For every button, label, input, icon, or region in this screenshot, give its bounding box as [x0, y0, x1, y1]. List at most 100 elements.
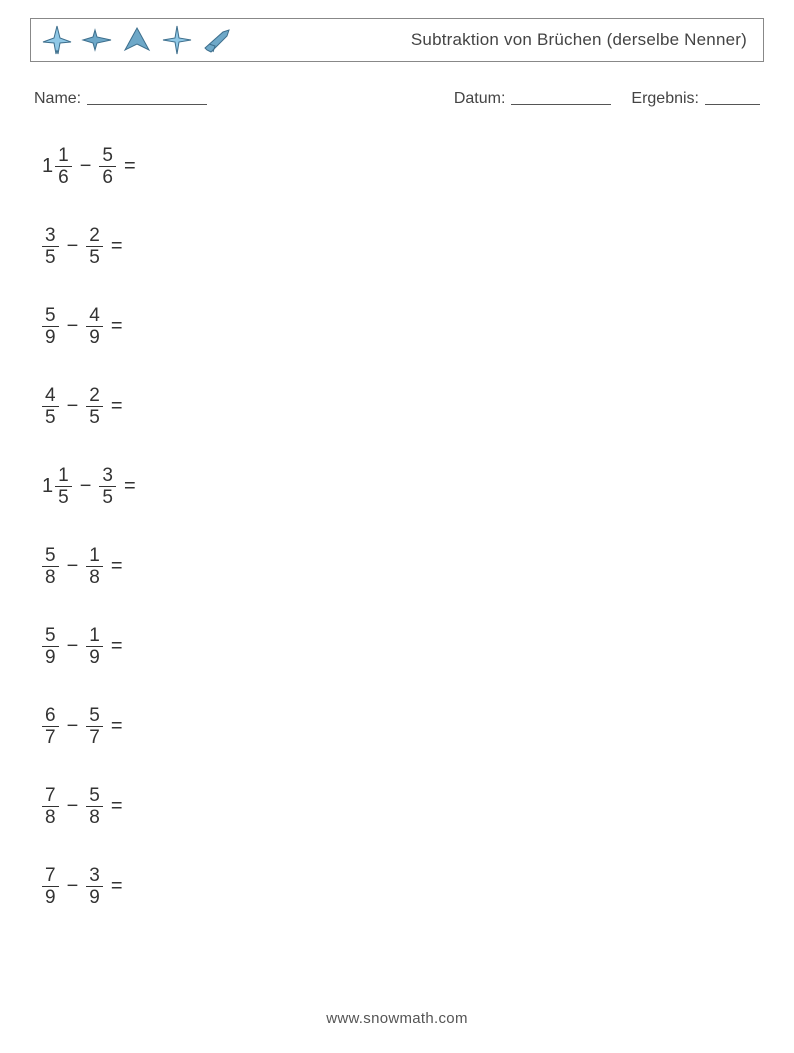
plane-icon [161, 24, 193, 56]
fraction: 25 [86, 226, 103, 267]
denominator: 5 [86, 248, 103, 267]
numerator: 3 [86, 866, 103, 885]
minus-operator: − [67, 875, 79, 898]
fraction: 45 [42, 386, 59, 427]
denominator: 9 [86, 648, 103, 667]
numerator: 5 [86, 786, 103, 805]
worksheet-title: Subtraktion von Brüchen (derselbe Nenner… [411, 30, 753, 50]
equals-sign: = [111, 315, 123, 338]
denominator: 7 [86, 728, 103, 747]
numerator: 5 [42, 546, 59, 565]
numerator: 3 [99, 466, 116, 485]
numerator: 2 [86, 386, 103, 405]
problem-row: 58−18= [42, 542, 764, 590]
denominator: 8 [42, 568, 59, 587]
fraction: 19 [86, 626, 103, 667]
minus-operator: − [67, 795, 79, 818]
numerator: 3 [42, 226, 59, 245]
header-icons [41, 24, 233, 56]
minus-operator: − [67, 315, 79, 338]
minus-operator: − [67, 395, 79, 418]
minus-operator: − [67, 715, 79, 738]
fraction: 67 [42, 706, 59, 747]
fraction: 59 [42, 626, 59, 667]
equals-sign: = [111, 715, 123, 738]
result-label: Ergebnis: [631, 90, 699, 108]
fraction: 49 [86, 306, 103, 347]
numerator: 1 [86, 546, 103, 565]
equals-sign: = [124, 155, 136, 178]
denominator: 9 [86, 328, 103, 347]
denominator: 6 [55, 168, 72, 187]
minus-operator: − [67, 635, 79, 658]
numerator: 1 [86, 626, 103, 645]
problem-row: 78−58= [42, 782, 764, 830]
denominator: 5 [42, 248, 59, 267]
name-label: Name: [34, 90, 81, 108]
footer-text: www.snowmath.com [0, 1010, 794, 1027]
minus-operator: − [80, 475, 92, 498]
denominator: 5 [42, 408, 59, 427]
whole-number: 1 [42, 475, 53, 498]
fraction: 39 [86, 866, 103, 907]
equals-sign: = [111, 875, 123, 898]
denominator: 8 [86, 568, 103, 587]
numerator: 1 [55, 466, 72, 485]
numerator: 5 [42, 626, 59, 645]
meta-row: Name: Datum: Ergebnis: [30, 90, 764, 108]
problem-row: 67−57= [42, 702, 764, 750]
numerator: 4 [86, 306, 103, 325]
fraction: 58 [86, 786, 103, 827]
worksheet-page: Subtraktion von Brüchen (derselbe Nenner… [0, 0, 794, 1053]
problem-row: 59−49= [42, 302, 764, 350]
fraction: 79 [42, 866, 59, 907]
denominator: 9 [86, 888, 103, 907]
equals-sign: = [111, 235, 123, 258]
equals-sign: = [124, 475, 136, 498]
date-label: Datum: [454, 90, 506, 108]
problem-row: 45−25= [42, 382, 764, 430]
denominator: 7 [42, 728, 59, 747]
whole-number: 1 [42, 155, 53, 178]
equals-sign: = [111, 795, 123, 818]
equals-sign: = [111, 635, 123, 658]
result-blank[interactable] [705, 90, 760, 105]
problems-list: 116−56=35−25=59−49=45−25=115−35=58−18=59… [30, 142, 764, 910]
problem-row: 35−25= [42, 222, 764, 270]
fraction: 16 [55, 146, 72, 187]
fraction: 35 [99, 466, 116, 507]
numerator: 7 [42, 786, 59, 805]
equals-sign: = [111, 555, 123, 578]
plane-icon [201, 24, 233, 56]
equals-sign: = [111, 395, 123, 418]
fraction: 15 [55, 466, 72, 507]
plane-icon [81, 24, 113, 56]
fraction: 57 [86, 706, 103, 747]
date-blank[interactable] [511, 90, 611, 105]
denominator: 6 [99, 168, 116, 187]
numerator: 7 [42, 866, 59, 885]
denominator: 5 [55, 488, 72, 507]
minus-operator: − [67, 235, 79, 258]
fraction: 58 [42, 546, 59, 587]
numerator: 5 [42, 306, 59, 325]
numerator: 5 [99, 146, 116, 165]
problem-row: 59−19= [42, 622, 764, 670]
header-banner: Subtraktion von Brüchen (derselbe Nenner… [30, 18, 764, 62]
plane-icon [41, 24, 73, 56]
problem-row: 116−56= [42, 142, 764, 190]
fraction: 35 [42, 226, 59, 267]
denominator: 5 [99, 488, 116, 507]
minus-operator: − [67, 555, 79, 578]
fraction: 25 [86, 386, 103, 427]
numerator: 5 [86, 706, 103, 725]
denominator: 9 [42, 648, 59, 667]
denominator: 8 [42, 808, 59, 827]
fraction: 56 [99, 146, 116, 187]
name-blank[interactable] [87, 90, 207, 105]
minus-operator: − [80, 155, 92, 178]
denominator: 9 [42, 328, 59, 347]
denominator: 8 [86, 808, 103, 827]
problem-row: 115−35= [42, 462, 764, 510]
problem-row: 79−39= [42, 862, 764, 910]
